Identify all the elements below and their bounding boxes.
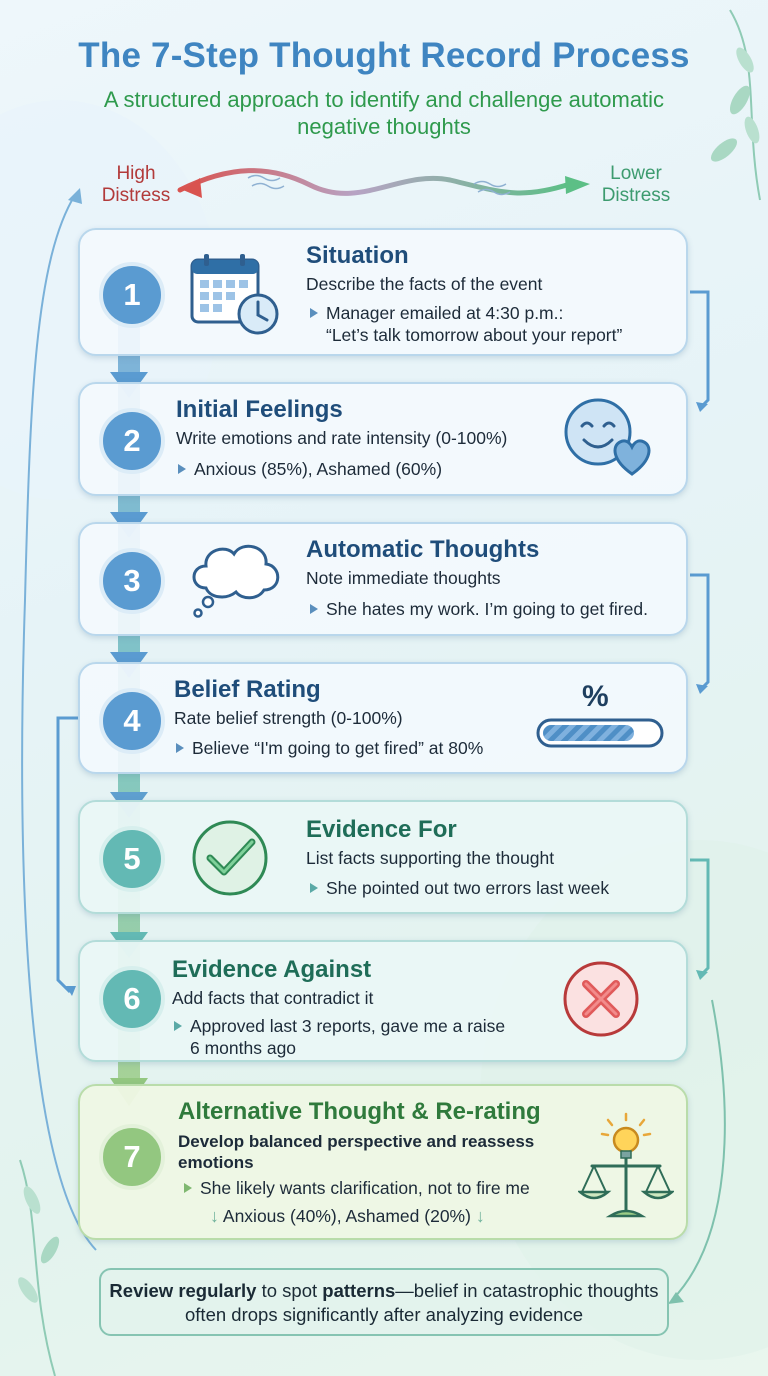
down-arrow-icon: ↓ — [475, 1206, 485, 1226]
step-1-number: 1 — [99, 262, 165, 328]
step-4-number: 4 — [99, 688, 165, 754]
step-3-description: Note immediate thoughts — [306, 568, 501, 588]
bullet-icon — [310, 604, 318, 614]
step-5-number: 5 — [99, 826, 165, 892]
step-4-description: Rate belief strength (0-100%) — [174, 708, 403, 728]
calendar-clock-icon — [190, 254, 279, 335]
bullet-icon — [184, 1183, 192, 1193]
step-5-card — [78, 800, 688, 914]
smiley-heart-icon — [564, 398, 651, 476]
step-7-example: She likely wants clarification, not to f… — [184, 1177, 584, 1199]
step-5-title: Evidence For — [306, 816, 457, 843]
step-6-number: 6 — [99, 966, 165, 1032]
step-2-title: Initial Feelings — [176, 396, 343, 423]
step-5-description: List facts supporting the thought — [306, 848, 555, 868]
percent-sign: % — [582, 680, 609, 713]
bullet-icon — [176, 743, 184, 753]
page-subtitle: A structured approach to identify and ch… — [103, 87, 665, 139]
step-6-description: Add facts that contradict it — [172, 988, 374, 1008]
page-title: The 7-Step Thought Record Process — [78, 36, 690, 75]
step-4-card — [78, 662, 688, 774]
step-7-card — [78, 1084, 688, 1240]
bullet-icon — [178, 464, 186, 474]
step-7-number: 7 — [99, 1124, 165, 1190]
step-1-description: Describe the facts of the event — [306, 274, 543, 294]
step-3-example: She hates my work. I’m going to get fire… — [310, 598, 690, 620]
high-distress-label: High Distress — [101, 163, 171, 206]
low-distress-label: Lower Distress — [601, 163, 671, 206]
progress-bar-icon — [536, 718, 664, 748]
step-7-title: Alternative Thought & Re-rating — [178, 1098, 541, 1125]
step-5-example: She pointed out two errors last week — [310, 877, 690, 899]
step-7-description: Develop balanced perspective and reasses… — [178, 1132, 535, 1172]
cross-icon — [563, 961, 639, 1037]
check-icon — [192, 820, 268, 896]
down-arrow-icon: ↓ — [210, 1206, 219, 1226]
footer-note: Review regularly to spot patterns—belief… — [99, 1268, 669, 1336]
step-6-example: Approved last 3 reports, gave me a raise… — [174, 1015, 554, 1059]
step-4-title: Belief Rating — [174, 676, 321, 703]
step-3-number: 3 — [99, 548, 165, 614]
bullet-icon — [174, 1021, 182, 1031]
step-1-card — [78, 228, 688, 356]
bullet-icon — [310, 883, 318, 893]
step-2-number: 2 — [99, 408, 165, 474]
step-2-example: Anxious (85%), Ashamed (60%) — [178, 458, 538, 480]
bullet-icon — [310, 308, 318, 318]
step-3-title: Automatic Thoughts — [306, 536, 540, 563]
step-4-example: Believe “I'm going to get fired” at 80% — [176, 737, 556, 759]
step-1-title: Situation — [306, 242, 409, 269]
step-7-rerating: ↓ Anxious (40%), Ashamed (20%) ↓ — [210, 1206, 485, 1226]
thought-cloud-icon — [192, 544, 280, 618]
step-3-card — [78, 522, 688, 636]
step-2-description: Write emotions and rate intensity (0-100… — [176, 428, 508, 448]
step-6-title: Evidence Against — [172, 956, 372, 983]
scale-lightbulb-icon — [578, 1112, 674, 1218]
step-1-example: Manager emailed at 4:30 p.m.: “Let’s tal… — [310, 302, 680, 346]
